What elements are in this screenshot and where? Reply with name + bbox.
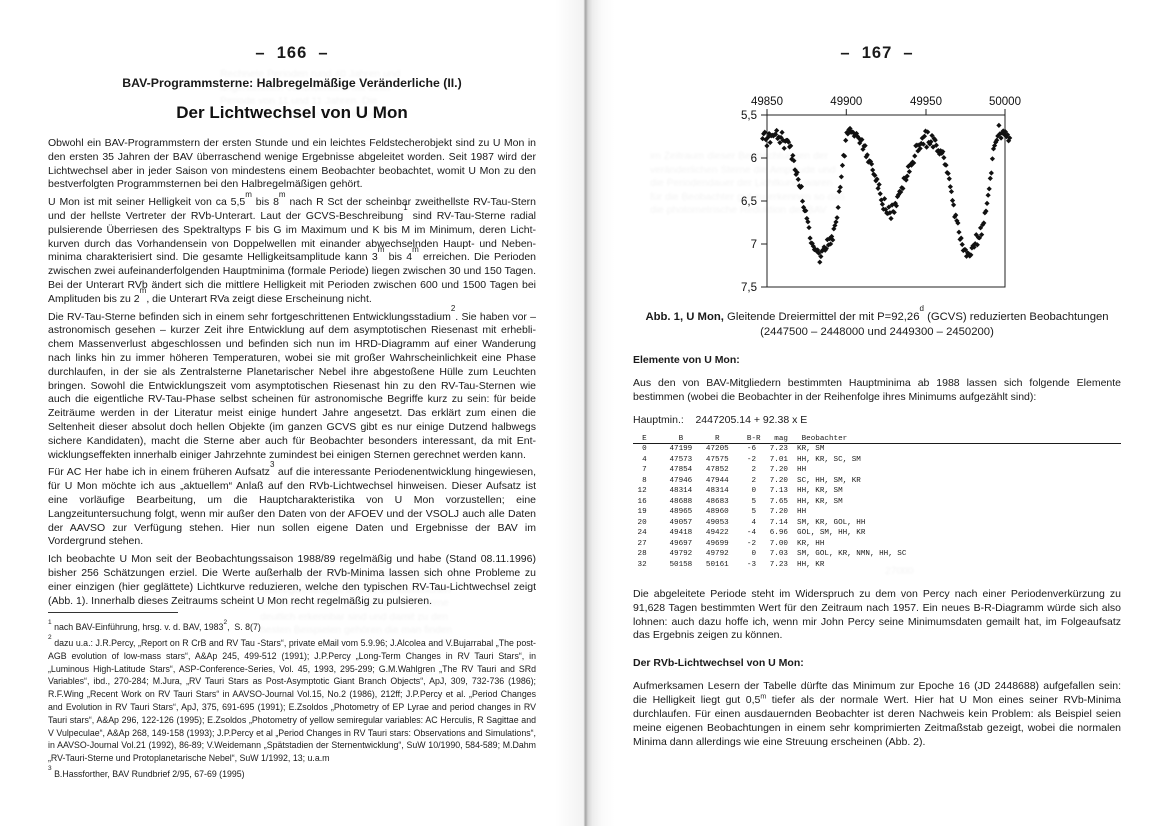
svg-text:49950: 49950 [910, 96, 942, 108]
svg-text:49900: 49900 [830, 96, 862, 108]
svg-text:6,5: 6,5 [741, 196, 757, 208]
svg-text:5,5: 5,5 [741, 110, 757, 122]
svg-text:6: 6 [751, 153, 757, 165]
svg-text:7: 7 [751, 239, 757, 251]
svg-text:7,5: 7,5 [741, 282, 757, 294]
svg-text:49850: 49850 [751, 96, 783, 108]
svg-text:50000: 50000 [989, 96, 1021, 108]
